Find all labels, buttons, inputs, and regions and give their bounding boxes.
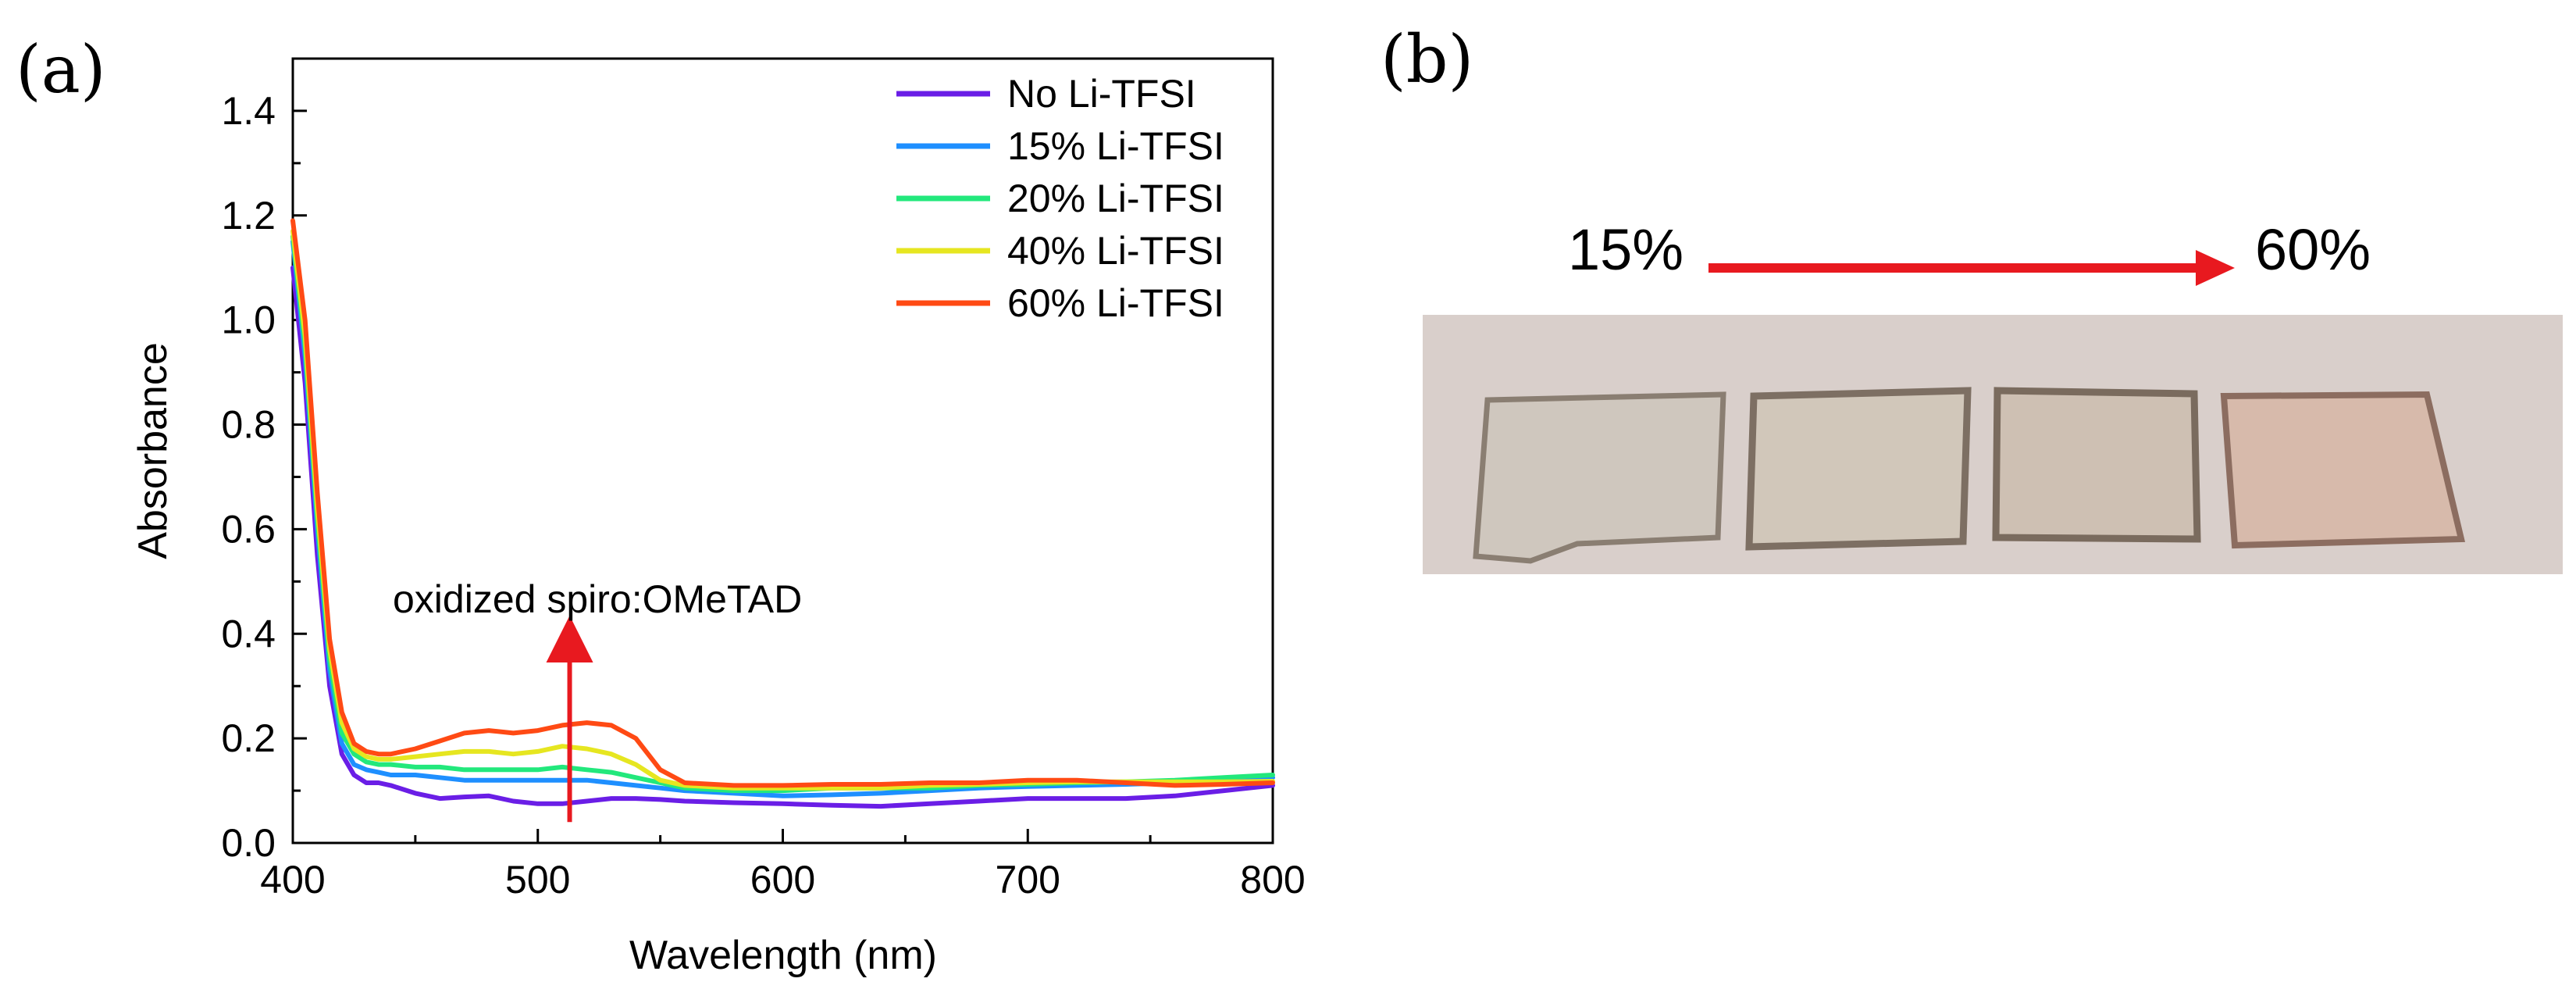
- start-percent-label: 15%: [1568, 217, 1683, 282]
- y-tick-label: 0.4: [221, 612, 276, 655]
- y-tick-label: 0.0: [221, 821, 276, 865]
- x-tick-label: 500: [505, 858, 570, 902]
- x-tick-label: 400: [260, 858, 325, 902]
- y-tick-label: 0.8: [221, 403, 276, 447]
- annotation-text: oxidized spiro:OMeTAD: [393, 577, 802, 621]
- y-tick-label: 1.0: [221, 298, 276, 342]
- y-axis-title: Absorbance: [130, 342, 176, 559]
- legend-label: 60% Li-TFSI: [1007, 281, 1224, 325]
- x-axis-title: Wavelength (nm): [629, 933, 937, 978]
- x-axis: 400 500 600 700 800: [260, 829, 1306, 902]
- legend: No Li-TFSI 15% Li-TFSI 20% Li-TFSI 40% Li-T…: [896, 72, 1224, 325]
- sample-40: [1992, 387, 2201, 543]
- panel-b-label: (b): [1381, 21, 1473, 98]
- absorbance-chart: 0.0 0.2 0.4 0.6 0.8 1.0 1.2 1.4 400 500 600 700 800…: [130, 57, 1306, 978]
- end-percent-label: 60%: [2255, 217, 2371, 282]
- x-tick-label: 600: [750, 858, 815, 902]
- y-tick-label: 1.4: [221, 89, 276, 133]
- sample-15: [1473, 391, 1726, 564]
- sample-20: [1745, 387, 1972, 551]
- increase-arrow-head: [2196, 250, 2235, 286]
- y-tick-label: 1.2: [221, 194, 276, 237]
- series-line: [290, 265, 1275, 809]
- sample-60: [2220, 391, 2466, 549]
- x-tick-label: 700: [996, 858, 1060, 902]
- series-lines: [290, 218, 1275, 809]
- sample-60-substrate: [2220, 391, 2466, 549]
- legend-label: No Li-TFSI: [1007, 72, 1196, 116]
- sample-40-substrate: [1992, 387, 2201, 543]
- legend-label: 15% Li-TFSI: [1007, 124, 1224, 168]
- sample-photo-panel: 15% 60%: [1423, 217, 2563, 574]
- series-line: [290, 218, 1275, 788]
- y-tick-label: 0.6: [221, 507, 276, 551]
- sample-15-substrate: [1473, 391, 1726, 564]
- sample-20-substrate: [1745, 387, 1972, 551]
- x-tick-label: 800: [1240, 858, 1305, 902]
- y-tick-label: 0.2: [221, 716, 276, 760]
- y-axis: 0.0 0.2 0.4 0.6 0.8 1.0 1.2 1.4: [221, 89, 307, 865]
- legend-label: 40% Li-TFSI: [1007, 229, 1224, 273]
- legend-label: 20% Li-TFSI: [1007, 177, 1224, 220]
- panel-a-label: (a): [16, 31, 106, 108]
